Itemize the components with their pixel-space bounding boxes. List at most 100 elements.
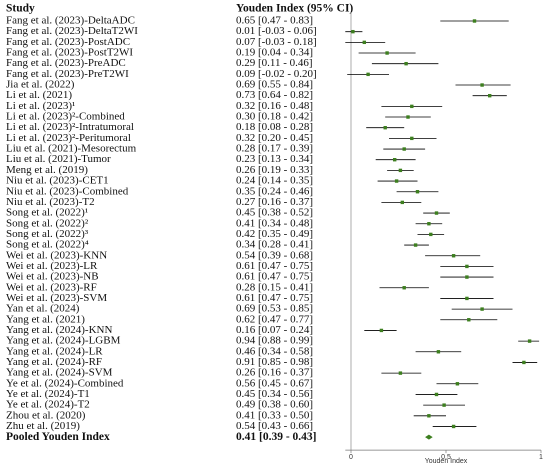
point-estimate xyxy=(451,424,456,429)
study-label: Ye et al. (2024)-Combined xyxy=(6,377,124,389)
estimate-label: 0.34 [0.28 - 0.41] xyxy=(236,239,313,251)
point-estimate xyxy=(429,232,433,237)
point-estimate xyxy=(436,350,441,354)
study-label: Wei et al. (2023)-NB xyxy=(6,271,99,283)
estimate-label: 0.24 [0.14 - 0.35] xyxy=(236,175,313,187)
point-estimate xyxy=(402,147,406,151)
point-estimate xyxy=(406,115,410,119)
estimate-label: 0.28 [0.15 - 0.41] xyxy=(236,281,313,293)
point-estimate xyxy=(434,392,439,397)
point-estimate xyxy=(472,19,477,23)
point-estimate xyxy=(427,414,431,418)
estimate-label: 0.23 [0.13 - 0.34] xyxy=(236,153,313,165)
estimate-label: 0.30 [0.18 - 0.42] xyxy=(236,111,313,123)
point-estimate xyxy=(413,243,418,247)
study-label: Fang et al. (2023)-DeltaADC xyxy=(6,15,135,27)
study-label: Yang et al. (2021) xyxy=(6,313,85,325)
study-label: Zhou et al. (2020) xyxy=(6,409,86,421)
study-label: Fang et al. (2023)-PreADC xyxy=(6,57,126,69)
study-label: Li et al. (2023)²-Intratumoral xyxy=(6,121,134,133)
point-estimate xyxy=(410,136,414,141)
study-label: Li et al. (2023)¹ xyxy=(6,100,75,112)
estimate-label: 0.46 [0.34 - 0.58] xyxy=(236,345,313,357)
point-estimate xyxy=(379,328,384,333)
estimate-label: 0.19 [0.04 - 0.34] xyxy=(236,47,313,59)
study-label: Meng et al. (2019) xyxy=(6,164,88,176)
estimate-label: 0.54 [0.39 - 0.68] xyxy=(236,249,313,261)
study-label: Song et al. (2022)⁴ xyxy=(6,239,89,251)
study-label: Fang et al. (2023)-DeltaT2WI xyxy=(6,25,138,37)
estimate-label: 0.41 [0.34 - 0.48] xyxy=(236,217,313,229)
pooled-label: Pooled Youden Index xyxy=(6,431,110,443)
study-label: Song et al. (2022)² xyxy=(6,217,89,229)
study-label: Li et al. (2021) xyxy=(6,89,72,101)
estimate-label: 0.56 [0.45 - 0.67] xyxy=(236,377,313,389)
point-estimate xyxy=(383,126,387,130)
point-estimate xyxy=(480,83,484,87)
estimate-label: 0.07 [-0.03 - 0.18] xyxy=(236,36,317,48)
study-label: Fang et al. (2023)-PreT2WI xyxy=(6,68,129,80)
estimate-label: 0.69 [0.55 - 0.84] xyxy=(236,79,313,91)
point-estimate xyxy=(362,40,366,45)
estimate-label: 0.61 [0.47 - 0.75] xyxy=(236,260,313,272)
point-estimate xyxy=(398,371,403,375)
point-estimate xyxy=(465,275,469,279)
study-label: Yang et al. (2024)-SVM xyxy=(6,367,113,379)
estimate-label: 0.32 [0.20 - 0.45] xyxy=(236,132,313,144)
point-estimate xyxy=(427,222,431,226)
study-label: Niu et al. (2023)-CET1 xyxy=(6,175,109,187)
study-label: Fang et al. (2023)-PostADC xyxy=(6,36,130,48)
estimate-label: 0.49 [0.38 - 0.60] xyxy=(236,399,313,411)
study-label: Fang et al. (2023)-PostT2WI xyxy=(6,47,133,59)
study-label: Yang et al. (2024)-LGBM xyxy=(6,335,121,347)
study-label: Yang et al. (2024)-LR xyxy=(6,345,103,357)
estimate-label: 0.35 [0.24 - 0.46] xyxy=(236,185,313,197)
estimate-label: 0.73 [0.64 - 0.82] xyxy=(236,89,313,101)
study-label: Song et al. (2022)³ xyxy=(6,228,89,240)
estimate-label: 0.42 [0.35 - 0.49] xyxy=(236,228,313,240)
point-estimate xyxy=(455,382,460,386)
estimate-label: 0.26 [0.19 - 0.33] xyxy=(236,164,313,176)
point-estimate xyxy=(488,93,492,98)
point-estimate xyxy=(393,158,397,162)
study-header: Study xyxy=(6,3,35,15)
estimate-label: 0.45 [0.34 - 0.56] xyxy=(236,388,313,400)
estimate-label: 0.32 [0.16 - 0.48] xyxy=(236,100,313,112)
point-estimate xyxy=(434,211,439,215)
estimate-header: Youden Index (95% CI) xyxy=(236,3,353,15)
study-label: Li et al. (2023)²-Combined xyxy=(6,111,125,123)
pooled-diamond xyxy=(425,434,433,440)
study-label: Liu et al. (2021)-Mesorectum xyxy=(6,143,137,155)
point-estimate xyxy=(402,286,406,290)
estimate-label: 0.28 [0.17 - 0.39] xyxy=(236,143,313,155)
estimate-label: 0.01 [-0.03 - 0.06] xyxy=(236,25,317,37)
study-label: Zhu et al. (2019) xyxy=(6,420,80,432)
point-estimate xyxy=(522,360,526,365)
estimate-label: 0.62 [0.47 - 0.77] xyxy=(236,313,313,325)
point-estimate xyxy=(394,179,399,183)
x-tick-label: 1 xyxy=(539,454,543,461)
estimate-label: 0.54 [0.43 - 0.66] xyxy=(236,420,313,432)
x-axis-label: Youden Index xyxy=(425,458,468,465)
study-label: Wei et al. (2023)-RF xyxy=(6,281,97,293)
estimate-label: 0.09 [-0.02 - 0.20] xyxy=(236,68,317,80)
estimate-label: 0.27 [0.16 - 0.37] xyxy=(236,196,313,208)
study-label: Yang et al. (2024)-KNN xyxy=(6,324,112,336)
estimate-label: 0.61 [0.47 - 0.75] xyxy=(236,292,313,304)
estimate-label: 0.45 [0.38 - 0.52] xyxy=(236,207,313,219)
estimate-label: 0.61 [0.47 - 0.75] xyxy=(236,271,313,283)
estimate-label: 0.41 [0.33 - 0.50] xyxy=(236,409,313,421)
study-label: Wei et al. (2023)-LR xyxy=(6,260,98,272)
point-estimate xyxy=(527,339,532,343)
point-estimate xyxy=(415,190,420,194)
estimate-label: 0.69 [0.53 - 0.85] xyxy=(236,303,313,315)
x-tick-label: 0 xyxy=(349,454,353,461)
study-label: Song et al. (2022)¹ xyxy=(6,207,88,219)
point-estimate xyxy=(351,29,355,34)
study-label: Wei et al. (2023)-KNN xyxy=(6,249,107,261)
point-estimate xyxy=(400,200,404,205)
estimate-label: 0.91 [0.85 - 0.98] xyxy=(236,356,313,368)
study-label: Niu et al. (2023)-T2 xyxy=(6,196,95,208)
estimate-label: 0.18 [0.08 - 0.28] xyxy=(236,121,313,133)
